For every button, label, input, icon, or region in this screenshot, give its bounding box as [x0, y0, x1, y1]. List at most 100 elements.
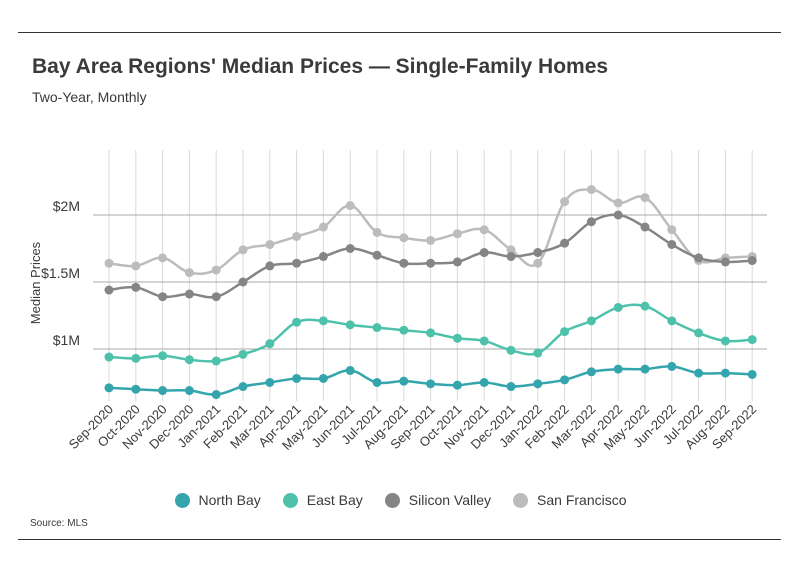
data-point-silicon-valley [104, 285, 114, 295]
top-rule [18, 32, 781, 33]
data-point-east-bay [372, 323, 382, 333]
data-point-east-bay [345, 320, 355, 330]
chart-subtitle: Two-Year, Monthly [32, 89, 147, 105]
data-point-san-francisco [318, 222, 328, 232]
data-point-san-francisco [560, 197, 570, 207]
data-point-san-francisco [372, 227, 382, 237]
data-point-east-bay [586, 316, 596, 326]
data-point-silicon-valley [184, 289, 194, 299]
legend-label: East Bay [306, 492, 363, 508]
data-point-silicon-valley [452, 257, 462, 267]
data-point-north-bay [104, 383, 114, 393]
gridlines [93, 150, 767, 401]
data-point-east-bay [426, 328, 436, 338]
data-point-silicon-valley [238, 277, 248, 287]
source-note: Source: MLS [30, 518, 88, 529]
data-point-north-bay [158, 386, 168, 396]
series-san-francisco [104, 185, 757, 278]
data-point-east-bay [613, 302, 623, 312]
data-point-north-bay [694, 368, 704, 378]
data-point-san-francisco [158, 253, 168, 263]
data-point-silicon-valley [720, 257, 730, 267]
data-point-east-bay [211, 356, 221, 366]
data-point-north-bay [560, 375, 570, 385]
data-point-silicon-valley [560, 238, 570, 248]
data-point-east-bay [640, 301, 650, 311]
data-point-east-bay [265, 339, 275, 349]
legend-swatch [282, 492, 298, 508]
data-point-north-bay [265, 378, 275, 387]
data-point-san-francisco [506, 245, 516, 255]
data-point-san-francisco [238, 245, 248, 255]
data-point-north-bay [131, 384, 141, 394]
data-point-san-francisco [292, 231, 302, 241]
series-north-bay [104, 361, 757, 400]
data-point-san-francisco [452, 229, 462, 239]
data-point-east-bay [131, 353, 141, 363]
data-point-east-bay [158, 351, 168, 361]
data-point-silicon-valley [426, 258, 436, 268]
data-point-north-bay [292, 373, 302, 383]
data-point-north-bay [613, 364, 623, 374]
data-point-silicon-valley [158, 292, 168, 302]
data-point-silicon-valley [506, 252, 516, 262]
data-point-north-bay [345, 365, 355, 375]
data-point-silicon-valley [211, 292, 221, 302]
y-tick-label: $1.5M [41, 265, 80, 281]
legend-swatch [513, 492, 529, 508]
data-point-san-francisco [640, 193, 650, 203]
data-point-east-bay [720, 336, 730, 346]
data-point-north-bay [667, 361, 677, 371]
data-point-san-francisco [265, 239, 275, 249]
data-point-silicon-valley [399, 258, 409, 268]
data-point-north-bay [372, 378, 382, 387]
data-point-san-francisco [479, 225, 489, 235]
chart-title: Bay Area Regions' Median Prices — Single… [32, 55, 609, 78]
data-point-silicon-valley [747, 256, 757, 266]
data-point-san-francisco [426, 235, 436, 245]
data-point-east-bay [667, 316, 677, 326]
data-point-east-bay [238, 349, 248, 359]
data-point-silicon-valley [265, 261, 275, 271]
data-point-san-francisco [586, 185, 596, 195]
legend-item-san-francisco: San Francisco [513, 492, 627, 508]
data-point-east-bay [479, 336, 489, 346]
data-point-north-bay [184, 386, 194, 396]
data-point-east-bay [399, 325, 409, 335]
data-point-silicon-valley [372, 250, 382, 260]
data-point-silicon-valley [131, 282, 141, 292]
data-point-east-bay [318, 316, 328, 326]
data-point-silicon-valley [479, 248, 489, 258]
data-point-east-bay [506, 345, 516, 355]
data-point-silicon-valley [533, 248, 543, 258]
legend: North Bay East Bay Silicon Valley San Franc… [0, 492, 801, 508]
legend-label: San Francisco [537, 492, 627, 508]
data-point-north-bay [211, 390, 221, 400]
series-east-bay [104, 301, 757, 366]
data-point-east-bay [694, 328, 704, 338]
data-point-san-francisco [667, 225, 677, 235]
data-point-silicon-valley [318, 252, 328, 262]
data-point-san-francisco [184, 268, 194, 278]
data-point-san-francisco [399, 233, 409, 243]
data-point-north-bay [640, 364, 650, 374]
y-axis-label: Median Prices [28, 241, 43, 324]
bottom-rule [18, 539, 781, 540]
data-point-east-bay [452, 333, 462, 343]
series-silicon-valley [104, 210, 757, 302]
data-point-north-bay [747, 369, 757, 379]
data-point-east-bay [184, 355, 194, 365]
data-point-north-bay [399, 376, 409, 386]
data-point-silicon-valley [345, 244, 355, 253]
legend-swatch [384, 492, 400, 508]
legend-label: North Bay [198, 492, 261, 508]
data-point-east-bay [292, 317, 302, 327]
data-point-san-francisco [345, 201, 355, 211]
legend-label: Silicon Valley [408, 492, 492, 508]
legend-swatch [174, 492, 190, 508]
data-point-north-bay [720, 368, 730, 378]
data-point-east-bay [747, 335, 757, 345]
data-point-north-bay [586, 367, 596, 377]
data-point-san-francisco [104, 258, 114, 268]
